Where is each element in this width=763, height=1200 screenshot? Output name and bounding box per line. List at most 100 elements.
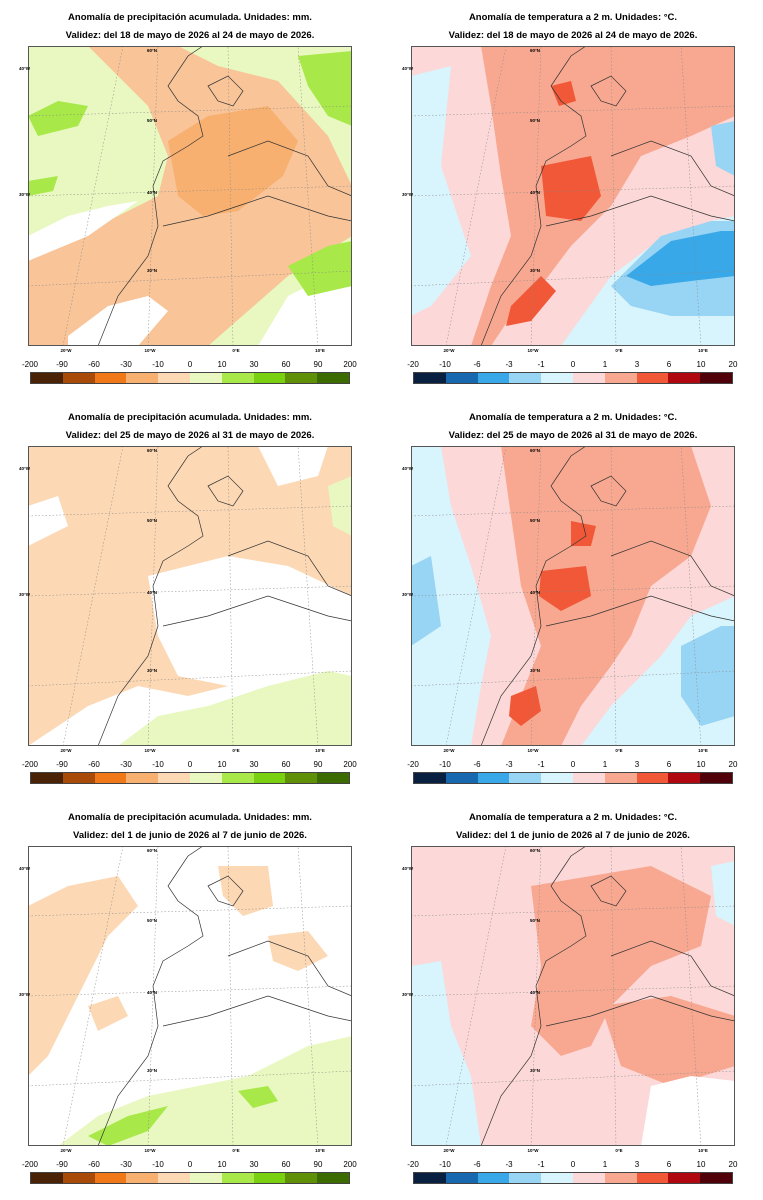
anomaly-region	[471, 46, 735, 346]
colorbar-swatch	[572, 773, 605, 783]
colorbar-swatch	[285, 373, 318, 383]
graticule-label: 0°E	[615, 748, 623, 753]
colorbar-ticks: -200 -90 -60 -30 -10 0 10 30 60 90 200	[0, 760, 380, 770]
colorbar-swatch	[636, 1173, 669, 1183]
colorbar-swatch	[253, 1173, 286, 1183]
meridian-line	[227, 846, 234, 1146]
graticule-label: 60°N	[147, 848, 158, 853]
map-frame	[28, 846, 352, 1146]
graticule-label: 40°N	[147, 990, 158, 995]
colorbar-swatch	[189, 773, 222, 783]
colorbar-swatch	[158, 373, 190, 383]
colorbar-tick-label: 10	[696, 1160, 706, 1169]
graticule-label: 40°W	[19, 66, 31, 71]
colorbar-tick-label: 0	[570, 360, 576, 369]
colorbar-tick-label: -10	[152, 1160, 164, 1169]
map-canvas	[411, 846, 735, 1146]
coastline	[97, 46, 352, 346]
panel-title: Anomalía de precipitación acumulada. Uni…	[68, 412, 312, 423]
colorbar-tick-label: 30	[249, 360, 259, 369]
panel-validity: Validez: del 25 de mayo de 2026 al 31 de…	[65, 430, 315, 441]
colorbar-tick-label: -20	[407, 1160, 419, 1169]
graticule-label: 30°W	[402, 992, 414, 997]
colorbar-swatch	[62, 1173, 95, 1183]
graticule-label: 40°N	[147, 590, 158, 595]
graticule-label: 50°N	[147, 918, 158, 923]
colorbar-swatch	[414, 1173, 446, 1183]
colorbar-swatch	[509, 1173, 542, 1183]
colorbar-tick-label: -10	[439, 1160, 451, 1169]
anomaly-region	[88, 996, 128, 1031]
colorbar-tick-label: 3	[634, 360, 640, 369]
colorbar-tick-label: -3	[505, 360, 513, 369]
colorbar-swatch	[668, 1173, 701, 1183]
colorbar-tick-label: -60	[88, 1160, 100, 1169]
graticule-label: 0°E	[615, 1148, 623, 1153]
graticule-label: 0°E	[615, 348, 623, 353]
graticule-label: 20°W	[60, 748, 72, 753]
anomaly-region	[541, 156, 601, 221]
map-frame	[411, 46, 735, 346]
anomaly-region	[506, 276, 556, 326]
anomaly-region	[218, 866, 273, 916]
colorbar-swatch	[445, 373, 478, 383]
colorbar-swatch	[700, 373, 732, 383]
colorbar-swatch	[31, 1173, 63, 1183]
colorbar-swatch	[317, 1173, 349, 1183]
colorbar-tick-label: -60	[88, 760, 100, 769]
colorbar-tick-label: 1	[602, 1160, 608, 1169]
graticule-label: 10°W	[144, 748, 156, 753]
graticule-label: 10°E	[698, 348, 708, 353]
map-canvas	[28, 846, 352, 1146]
panel-validity: Validez: del 18 de mayo de 2026 al 24 de…	[65, 30, 315, 41]
colorbar-swatch	[189, 1173, 222, 1183]
parallel-line	[28, 985, 352, 997]
colorbar-swatch	[253, 773, 286, 783]
anomaly-region	[148, 556, 352, 686]
colorbar-tick-label: -1	[537, 760, 545, 769]
anomaly-region	[411, 66, 471, 316]
map-frame	[411, 446, 735, 746]
colorbar-tick-label: -90	[56, 1160, 68, 1169]
colorbar-tick-label: 6	[666, 360, 672, 369]
colorbar-tick-label: -1	[537, 1160, 545, 1169]
anomaly-region	[501, 446, 711, 746]
forecast-panel-1: Anomalía de precipitación acumulada. Uni…	[0, 0, 380, 390]
parallel-line	[411, 670, 735, 687]
colorbar-swatch	[604, 373, 637, 383]
graticule-label: 40°N	[530, 590, 541, 595]
colorbar-tick-label: 1	[602, 360, 608, 369]
meridian-line	[610, 446, 617, 746]
meridian-line	[680, 846, 702, 1146]
meridian-line	[227, 46, 234, 346]
anomaly-region	[88, 1106, 168, 1146]
forecast-panel-2: Anomalía de temperatura a 2 m. Unidades:…	[383, 0, 763, 390]
colorbar-tick-label: 10	[217, 360, 227, 369]
anomaly-region	[411, 556, 441, 646]
anomaly-region	[28, 176, 58, 196]
colorbar-swatch	[700, 773, 732, 783]
graticule-label: 10°W	[144, 348, 156, 353]
anomaly-region	[531, 866, 711, 1056]
graticule-label: 50°N	[530, 518, 541, 523]
colorbar-swatch	[541, 773, 573, 783]
colorbar-tick-label: 10	[217, 760, 227, 769]
meridian-line	[147, 846, 159, 1146]
forecast-panel-4: Anomalía de temperatura a 2 m. Unidades:…	[383, 400, 763, 790]
colorbar-tick-label: -90	[56, 760, 68, 769]
anomaly-region	[601, 996, 735, 1086]
meridian-line	[227, 446, 234, 746]
graticule-label: 30°W	[19, 592, 31, 597]
parallel-line	[28, 905, 352, 917]
colorbar-swatch	[636, 373, 669, 383]
graticule-label: 10°W	[527, 1148, 539, 1153]
graticule-label: 10°E	[315, 348, 325, 353]
colorbar	[413, 372, 733, 384]
colorbar-tick-label: -30	[120, 360, 132, 369]
graticule-label: 40°W	[19, 466, 31, 471]
colorbar-tick-label: 20	[728, 1160, 738, 1169]
anomaly-region	[28, 101, 88, 136]
graticule-label: 30°N	[147, 1068, 158, 1073]
forecast-panel-6: Anomalía de temperatura a 2 m. Unidades:…	[383, 800, 763, 1190]
colorbar-tick-label: 20	[728, 360, 738, 369]
